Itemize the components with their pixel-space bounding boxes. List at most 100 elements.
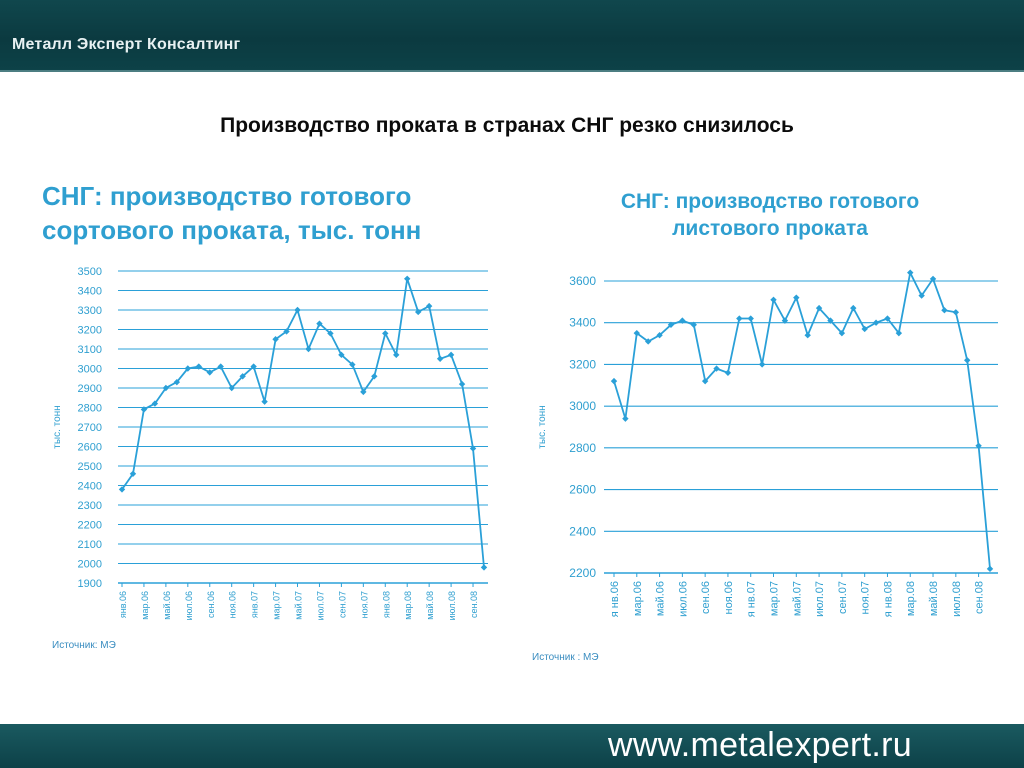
data-point	[975, 442, 982, 449]
data-point	[316, 320, 323, 327]
x-tick-label: ноя.07	[860, 581, 872, 614]
x-tick-label: мар.06	[632, 581, 644, 616]
y-tick-label: 3000	[78, 364, 102, 376]
data-point	[793, 294, 800, 301]
data-point	[758, 361, 766, 368]
x-tick-label: ноя.07	[359, 591, 369, 618]
x-tick-label: ноя.06	[228, 591, 238, 618]
website-link[interactable]: www.metalexpert.ru	[608, 726, 912, 764]
data-point	[162, 384, 170, 392]
data-point	[667, 321, 675, 328]
y-tick-label: 2100	[78, 539, 102, 551]
data-point	[861, 325, 868, 333]
data-point	[929, 275, 937, 283]
data-point	[184, 365, 192, 372]
data-point	[283, 328, 290, 335]
data-point	[305, 345, 312, 353]
x-tick-label: янв.08	[381, 591, 391, 618]
data-point	[250, 363, 257, 370]
x-tick-label: июл.07	[315, 591, 325, 620]
data-point	[338, 351, 345, 359]
x-tick-label: я нв.06	[609, 581, 621, 617]
y-tick-label: 2400	[569, 524, 596, 538]
data-point	[679, 317, 686, 324]
x-tick-label: сен.07	[337, 591, 347, 618]
y-tick-label: 2200	[78, 520, 102, 532]
data-point	[425, 302, 433, 310]
slide-content: Производство проката в странах СНГ резко…	[0, 72, 1024, 724]
data-point	[701, 377, 709, 385]
chart-title-line1: СНГ: производство готового	[42, 181, 412, 211]
data-point	[349, 361, 356, 368]
data-point	[436, 355, 444, 362]
data-point	[884, 315, 891, 322]
x-tick-label: май.06	[655, 581, 667, 616]
data-point	[952, 309, 960, 316]
data-point	[872, 319, 880, 326]
data-point	[118, 486, 126, 493]
series-line	[121, 278, 485, 568]
y-tick-label: 3500	[78, 266, 102, 278]
y-tick-label: 1900	[78, 578, 102, 590]
data-point	[747, 315, 754, 322]
data-point	[986, 565, 994, 573]
data-point	[622, 415, 629, 422]
data-point	[713, 365, 720, 372]
x-tick-label: июл.07	[814, 581, 826, 617]
data-point	[941, 307, 948, 314]
chart-title-line2: листового проката	[672, 217, 868, 241]
slide-title: Производство проката в странах СНГ резко…	[220, 114, 794, 137]
header-bar: Металл Эксперт Консалтинг	[0, 0, 1024, 72]
x-tick-label: май.07	[791, 581, 803, 616]
x-tick-label: сен.07	[837, 581, 849, 614]
data-point	[261, 398, 268, 405]
chart-panel-flat-products: СНГ: производство готового листового про…	[0, 72, 1024, 724]
x-tick-label: сен.06	[700, 581, 712, 614]
y-axis-title: тыс. тонн	[537, 405, 548, 448]
data-point	[239, 373, 246, 380]
y-tick-label: 2800	[569, 441, 596, 455]
chart-long-products: 1900 2000 2100 2200 2300 2400 2500 2600 2700 2800…	[52, 266, 488, 620]
y-tick-label: 3600	[569, 274, 596, 288]
x-tick-label: май.08	[425, 591, 435, 620]
y-tick-label: 3400	[78, 286, 102, 298]
y-axis-title: тыс. тонн	[52, 405, 63, 448]
y-tick-label: 3000	[569, 399, 596, 413]
y-tick-label: 2900	[78, 383, 102, 395]
chart-title-flat-products: СНГ: производство готового листового про…	[560, 188, 980, 243]
x-tick-label: мар.07	[272, 591, 282, 620]
x-tick-label: июл.06	[184, 591, 194, 620]
data-point	[827, 317, 834, 324]
header-divider	[0, 70, 1024, 72]
data-point	[895, 329, 903, 337]
data-point	[414, 308, 422, 316]
data-point	[480, 564, 488, 571]
data-point	[393, 351, 400, 359]
data-point	[382, 330, 389, 337]
data-point	[458, 380, 466, 388]
y-tick-label: 2600	[569, 483, 596, 497]
x-tick-label: я нв.08	[882, 581, 894, 617]
chart-title-line1: СНГ: производство готового	[620, 190, 920, 213]
data-point	[736, 315, 743, 322]
x-tick-label: янв.06	[118, 591, 128, 618]
y-tick-label: 2700	[78, 422, 102, 434]
y-tick-label: 3200	[78, 325, 102, 337]
y-tick-label: 2600	[78, 442, 102, 454]
y-tick-label: 3100	[78, 344, 102, 356]
x-tick-label: янв.07	[250, 591, 260, 618]
y-tick-label: 3300	[78, 305, 102, 317]
footer-bar: www.metalexpert.ru	[0, 724, 1024, 768]
data-point	[610, 377, 618, 385]
data-point	[964, 357, 971, 364]
x-tick-label: июл.08	[951, 581, 963, 617]
x-tick-label: мар.07	[769, 581, 781, 616]
data-point	[217, 363, 224, 370]
data-point	[656, 332, 663, 339]
chart-panel-long-products: СНГ: производство готового сортового про…	[0, 72, 512, 724]
data-point	[228, 384, 235, 392]
x-tick-label: мар.08	[905, 581, 917, 616]
x-tick-label: май.08	[928, 581, 940, 616]
slide-body	[0, 72, 1024, 724]
y-tick-label: 3200	[569, 357, 596, 371]
